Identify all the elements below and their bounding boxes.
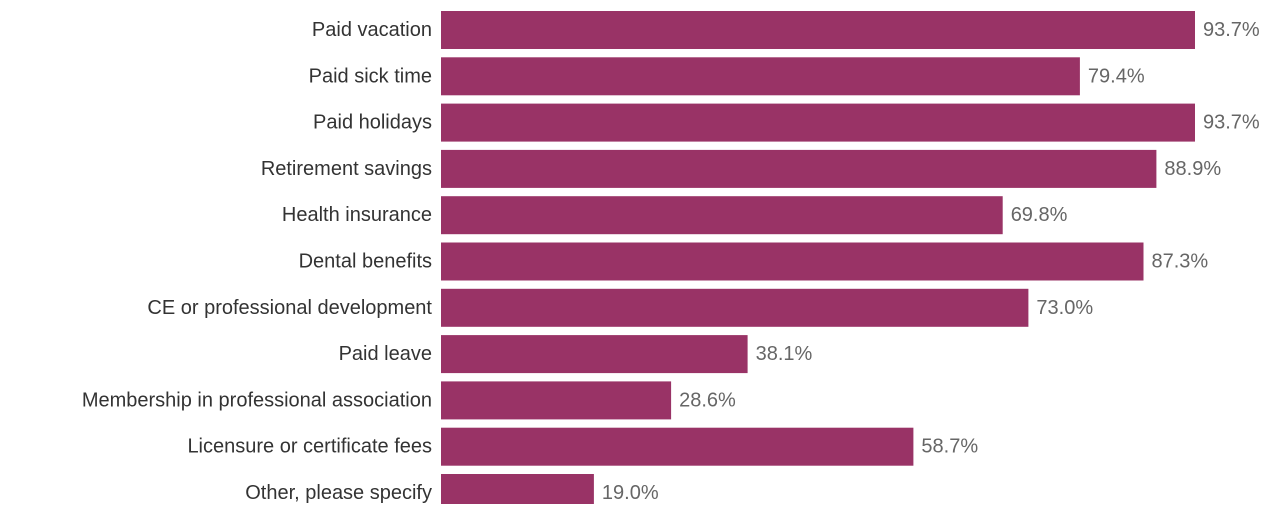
bar-10	[441, 474, 594, 509]
category-label-2: Paid holidays	[313, 112, 432, 134]
category-label-6: CE or professional development	[147, 297, 432, 319]
bar-4	[441, 196, 1003, 235]
bar-6	[441, 288, 1029, 327]
bar-0	[441, 11, 1195, 49]
category-label-5: Dental benefits	[299, 251, 432, 273]
category-label-3: Retirement savings	[261, 158, 432, 180]
bar-1	[441, 57, 1080, 96]
bar-8	[441, 381, 672, 420]
bars-layer	[441, 11, 1195, 509]
value-label-3: 88.9%	[1164, 158, 1221, 180]
value-label-7: 38.1%	[756, 343, 813, 365]
value-label-8: 28.6%	[679, 389, 736, 411]
category-labels-layer: Paid vacation Paid sick time Paid holidays…	[82, 19, 433, 504]
bar-7	[441, 335, 748, 374]
bar-5	[441, 242, 1144, 281]
category-label-1: Paid sick time	[309, 65, 432, 87]
category-label-9: Licensure or certificate fees	[187, 436, 432, 458]
value-label-4: 69.8%	[1011, 204, 1068, 226]
value-label-9: 58.7%	[921, 436, 978, 458]
value-label-0: 93.7%	[1203, 19, 1260, 41]
bar-3	[441, 149, 1157, 188]
value-label-6: 73.0%	[1036, 297, 1093, 319]
category-label-10: Other, please specify	[245, 482, 432, 504]
category-label-0: Paid vacation	[312, 19, 432, 41]
bar-9	[441, 427, 914, 466]
category-label-8: Membership in professional association	[82, 389, 432, 411]
value-label-5: 87.3%	[1152, 251, 1209, 273]
value-label-2: 93.7%	[1203, 112, 1260, 134]
value-label-10: 19.0%	[602, 482, 659, 504]
value-label-1: 79.4%	[1088, 65, 1145, 87]
category-label-7: Paid leave	[339, 343, 432, 365]
value-labels-layer: 93.7% 79.4% 93.7% 88.9% 69.8% 87.3% 73.0% 38.1%…	[602, 19, 1260, 504]
bar-2	[441, 103, 1195, 142]
category-label-4: Health insurance	[282, 204, 432, 226]
